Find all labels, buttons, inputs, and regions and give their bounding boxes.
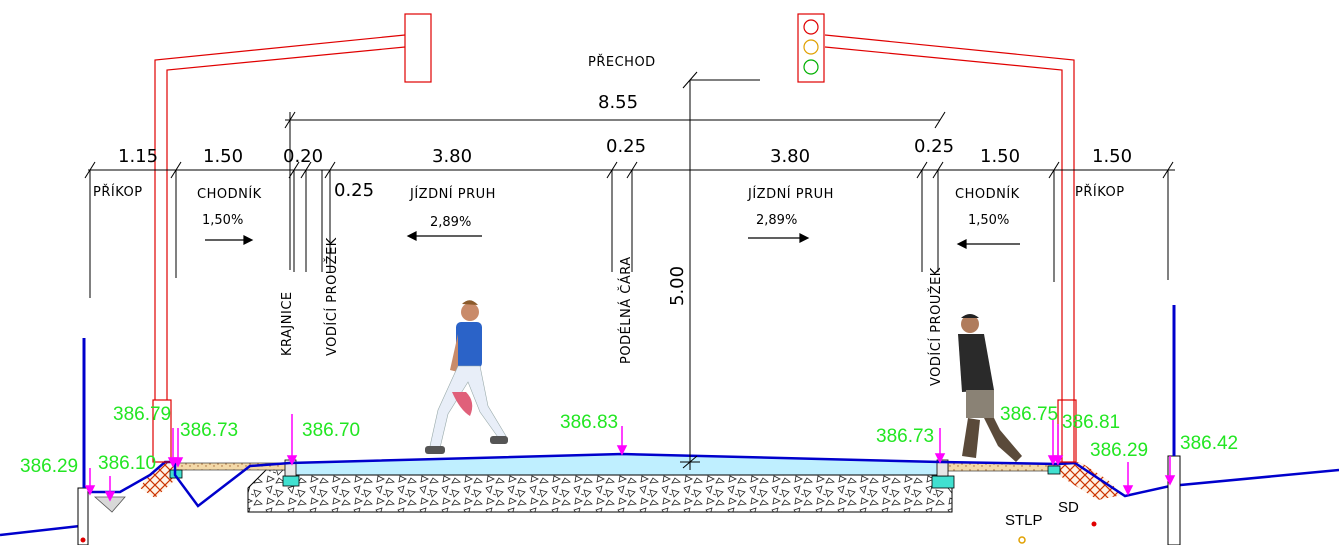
traffic-light-green (803, 59, 819, 75)
dimension-overall (284, 111, 946, 270)
elev-label: 386.81 (1062, 412, 1120, 433)
title-prechod: PŘECHOD (588, 54, 656, 70)
curb-right (931, 459, 955, 489)
elev-label: 386.73 (876, 426, 934, 447)
post-left (77, 338, 89, 545)
slope-chodnik-left: 1,50% (202, 213, 243, 228)
elevation-markers (84, 414, 1176, 502)
post-right (1167, 305, 1181, 545)
elev-label: 386.29 (20, 456, 78, 477)
elev-label: 386.75 (1000, 404, 1058, 425)
zone-pruh-right: JÍZDNÍ PRUH (747, 186, 834, 202)
elev-label: 386.79 (113, 404, 171, 425)
dim-pruh-right: 3.80 (770, 146, 810, 167)
dim-pruh-left: 3.80 (432, 146, 472, 167)
pedestrian-left (425, 300, 508, 454)
curb-sidewalk-right (1047, 465, 1061, 475)
dim-chodnik-left: 1.50 (203, 146, 243, 167)
pedestrian-right (958, 314, 1022, 462)
vlabel-vodici-left: VODÍCÍ PROUŽEK (324, 237, 340, 356)
dim-chodnik-right: 1.50 (980, 146, 1020, 167)
stlp-marker (1018, 536, 1026, 544)
dim-prikop-left: 1.15 (118, 146, 158, 167)
sd-marker (1091, 521, 1097, 527)
dim-vodici-right: 0.25 (914, 136, 954, 157)
ditch-fill-right (1058, 462, 1122, 500)
dimension-chain (84, 161, 1175, 298)
ditch-fill-left (140, 462, 175, 498)
traffic-light-amber (803, 39, 819, 55)
elev-label: 386.83 (560, 412, 618, 433)
elev-label: 386.73 (180, 420, 238, 441)
elev-label: 386.10 (98, 453, 156, 474)
dim-krajnice: 0.20 (283, 146, 323, 167)
clearance-label: 5.00 (667, 266, 688, 306)
zone-prikop-right: PŘÍKOP (1075, 184, 1125, 200)
dim-prikop-right: 1.50 (1092, 146, 1132, 167)
slope-arrows (205, 231, 1020, 249)
elev-label: 386.70 (302, 420, 360, 441)
legend-stlp: STLP (1005, 512, 1043, 529)
traffic-light (797, 13, 825, 83)
zone-chodnik-left: CHODNÍK (197, 186, 262, 202)
dim-vodici-left: 0.25 (334, 180, 374, 201)
pavement-layer (289, 453, 941, 476)
vlabel-podelna: PODÉLNÁ ČÁRA (618, 256, 634, 364)
total-width-label: 8.55 (598, 92, 638, 113)
clearance-dimension (680, 71, 760, 470)
zone-prikop-left: PŘÍKOP (93, 184, 143, 200)
elev-label: 386.42 (1180, 433, 1238, 454)
zone-chodnik-right: CHODNÍK (955, 186, 1020, 202)
elev-label: 386.29 (1090, 440, 1148, 461)
slope-pruh-left: 2,89% (430, 215, 471, 230)
vlabel-vodici-right: VODÍCÍ PROUŽEK (928, 267, 944, 386)
dim-podelna: 0.25 (606, 136, 646, 157)
slope-pruh-right: 2,89% (756, 213, 797, 228)
vlabel-krajnice: KRAJNICE (280, 291, 295, 356)
zone-pruh-left: JÍZDNÍ PRUH (409, 186, 496, 202)
subgrade-gravel-layer (247, 469, 953, 513)
slope-chodnik-right: 1,50% (968, 213, 1009, 228)
traffic-light-red (803, 19, 819, 35)
legend-sd: SD (1058, 499, 1079, 516)
